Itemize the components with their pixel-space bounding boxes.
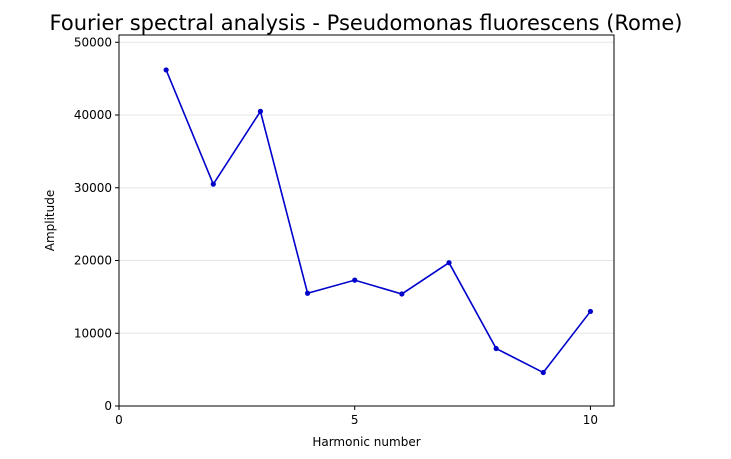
data-point	[163, 67, 169, 73]
y-tick-label: 50000	[74, 35, 112, 49]
data-point	[587, 308, 594, 315]
x-tick-label: 10	[583, 413, 598, 427]
grid-lines	[119, 41, 614, 334]
x-tick-label: 0	[115, 413, 123, 427]
data-point	[257, 108, 264, 114]
x-tick-label: 5	[351, 413, 359, 427]
data-point	[446, 260, 452, 266]
chart-title: Fourier spectral analysis - Pseudomonas …	[50, 11, 683, 35]
series-line	[165, 69, 592, 374]
y-tick-label: 20000	[74, 254, 112, 268]
data-point	[352, 277, 358, 283]
y-tick-label: 30000	[74, 181, 112, 195]
y-tick-label: 0	[104, 399, 112, 413]
data-point	[304, 290, 311, 296]
y-axis-ticks: 0 10000 20000 30000 40000 50000	[74, 35, 119, 413]
y-axis-label: Amplitude	[43, 190, 57, 252]
data-point	[540, 369, 546, 376]
y-tick-label: 40000	[74, 108, 112, 122]
x-axis-label: Harmonic number	[312, 435, 420, 449]
x-axis-ticks: 0 5 10	[115, 406, 598, 427]
series-layer	[163, 67, 594, 376]
plot-area-frame	[118, 34, 615, 407]
data-point	[399, 291, 405, 297]
y-tick-label: 10000	[74, 326, 112, 340]
data-point	[493, 345, 499, 352]
data-point	[210, 181, 216, 187]
